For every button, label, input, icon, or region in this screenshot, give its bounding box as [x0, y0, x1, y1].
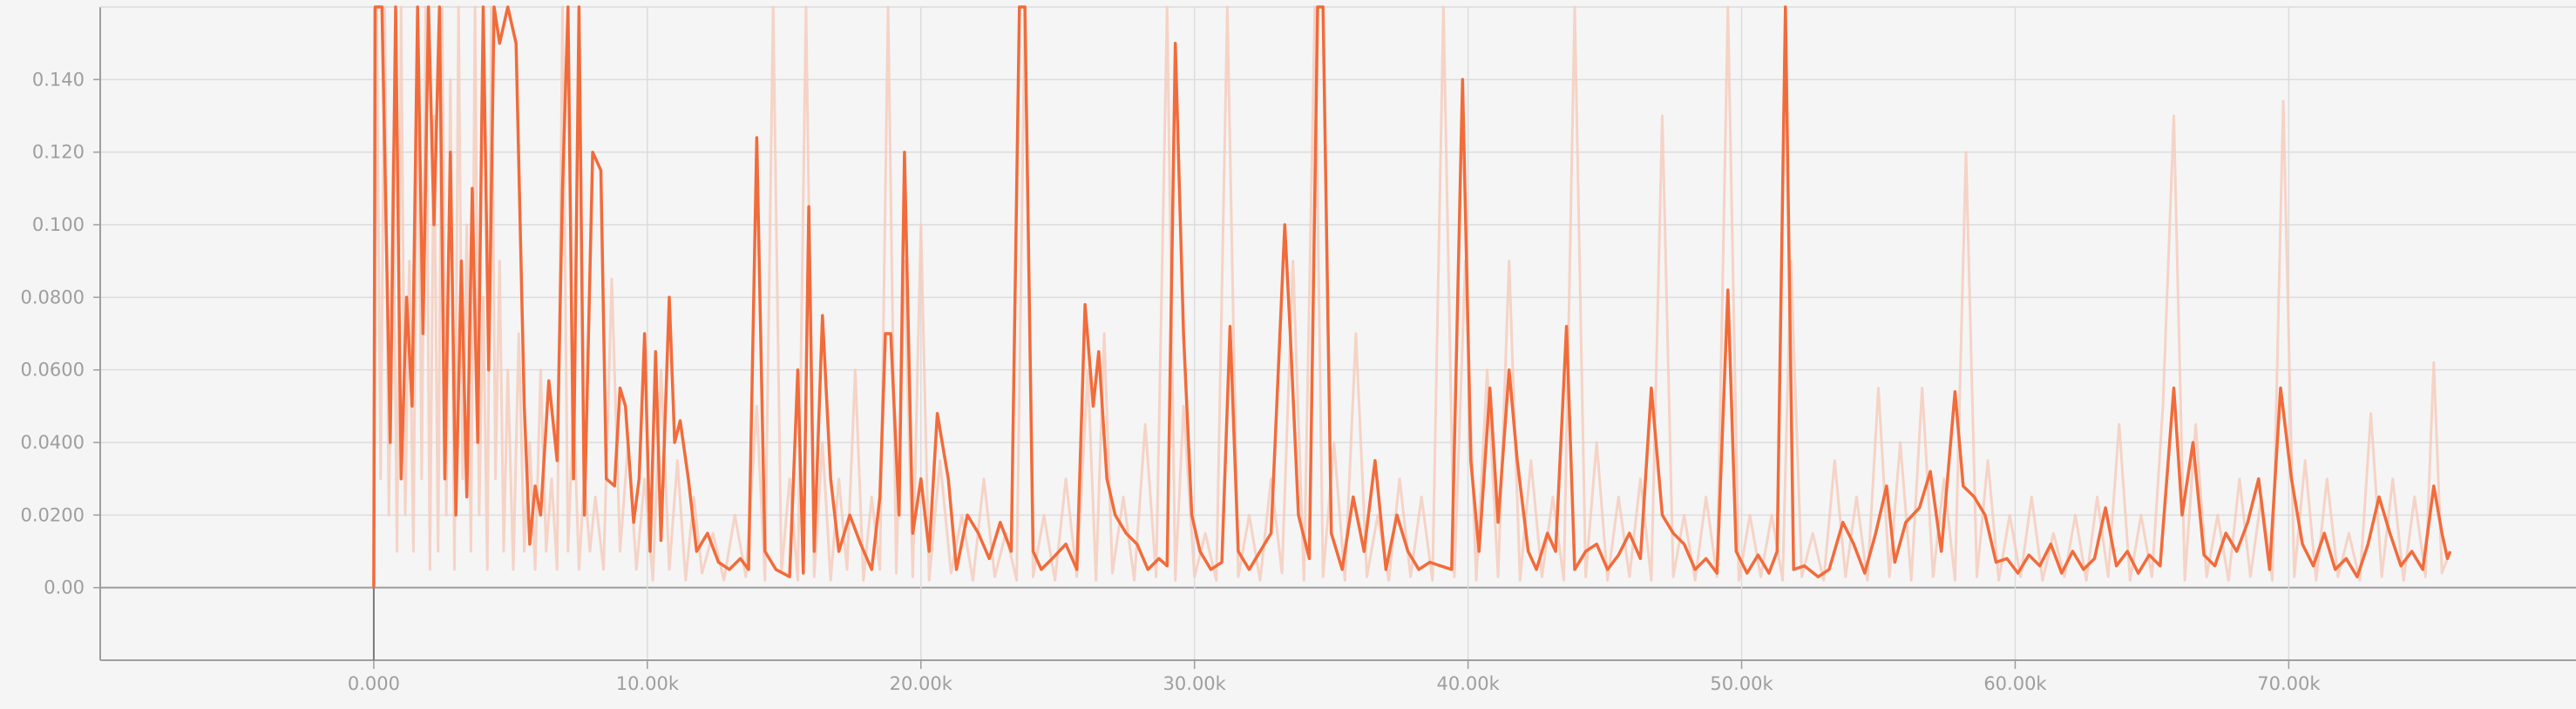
x-tick-label: 20.00k — [890, 673, 953, 694]
x-tick-label: 70.00k — [2257, 673, 2321, 694]
y-tick-label: 0.0600 — [21, 360, 85, 381]
x-tick-label: 0.000 — [348, 673, 400, 694]
y-tick-label: 0.140 — [32, 69, 85, 90]
x-tick-label: 40.00k — [1436, 673, 1500, 694]
axes — [93, 6, 2576, 669]
x-tick-label: 10.00k — [616, 673, 680, 694]
tick-labels: 0.00 0.0200 0.0400 0.0600 0.0800 0.100 0.120 0.… — [21, 69, 2322, 694]
x-tick-label: 50.00k — [1710, 673, 1773, 694]
x-tick-label: 30.00k — [1163, 673, 1227, 694]
y-tick-label: 0.0800 — [21, 287, 85, 307]
y-tick-label: 0.100 — [32, 214, 85, 235]
x-tick-label: 60.00k — [1983, 673, 2047, 694]
smoothed-series-layer — [372, 5, 2452, 588]
y-tick-label: 0.120 — [32, 142, 85, 163]
smoothed-series-line — [372, 5, 2452, 588]
y-tick-label: 0.0200 — [21, 504, 85, 525]
y-tick-label: 0.00 — [44, 577, 85, 598]
y-tick-label: 0.0400 — [21, 432, 85, 453]
